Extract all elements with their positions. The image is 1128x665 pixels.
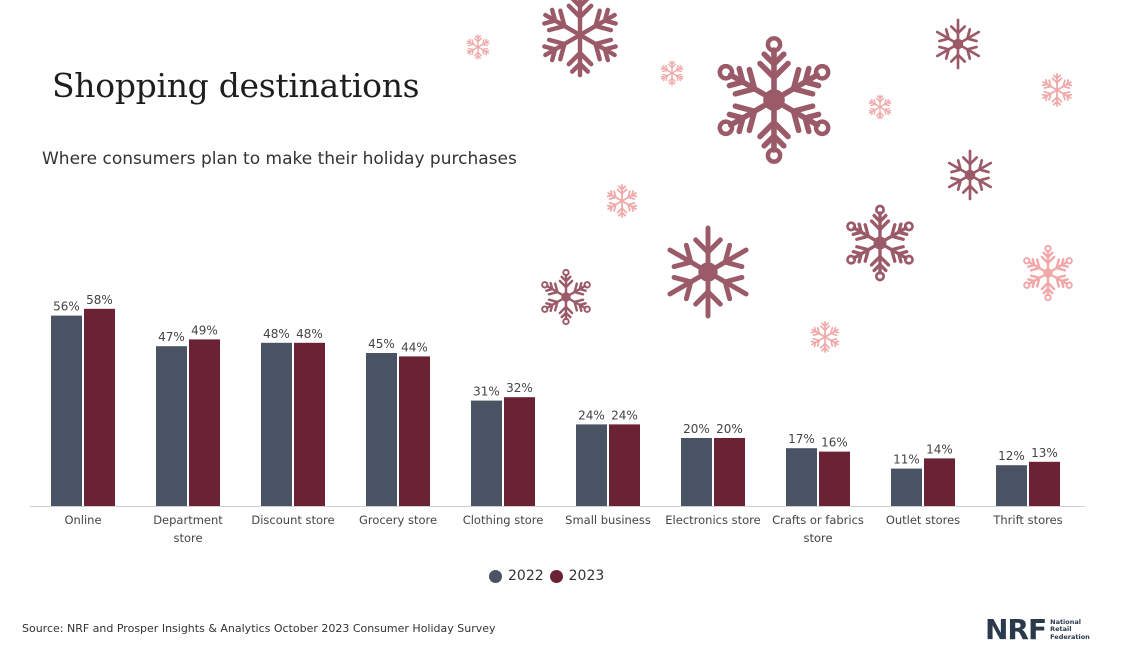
page-subtitle: Where consumers plan to make their holid… <box>42 149 517 169</box>
category-label: Online <box>64 513 101 527</box>
value-label-2022: 47% <box>158 330 185 344</box>
bar-2022 <box>366 353 397 506</box>
snowflake-icon <box>810 321 840 353</box>
value-label-2022: 56% <box>53 300 80 314</box>
value-label-2023: 48% <box>296 327 323 341</box>
snowflake-icon <box>667 225 749 319</box>
value-label-2023: 20% <box>716 422 743 436</box>
bar-2022 <box>891 468 922 506</box>
bar-2023 <box>1029 461 1060 506</box>
value-label-2022: 48% <box>263 327 290 341</box>
source-note: Source: NRF and Prosper Insights & Analy… <box>22 622 496 635</box>
value-label-2023: 16% <box>821 436 848 450</box>
snowflake-icon <box>541 268 591 326</box>
bar-2022 <box>996 465 1027 506</box>
bar-2022 <box>786 448 817 506</box>
value-label-2023: 32% <box>506 381 533 395</box>
chart-legend: 2022 2023 <box>489 568 604 584</box>
bar-2022 <box>471 400 502 506</box>
category-label: store <box>803 531 832 545</box>
legend-item-2023: 2023 <box>549 568 605 584</box>
snowflake-icon <box>717 36 831 164</box>
category-label: Small business <box>565 513 651 527</box>
snowflake-icon <box>606 184 638 218</box>
category-label: Discount store <box>251 513 334 527</box>
bar-2023 <box>84 308 115 506</box>
value-label-2023: 49% <box>191 323 218 337</box>
bar-2022 <box>156 346 187 506</box>
value-label-2022: 17% <box>788 432 815 446</box>
bar-2023 <box>924 458 955 506</box>
value-label-2022: 12% <box>998 449 1025 463</box>
value-label-2023: 44% <box>401 340 428 354</box>
bar-2022 <box>681 438 712 506</box>
legend-label-2023: 2023 <box>568 568 605 584</box>
bar-2023 <box>399 356 430 506</box>
snowflake-icon <box>660 60 684 86</box>
category-label: store <box>173 531 202 545</box>
legend-label-2022: 2022 <box>508 568 544 584</box>
bar-2022 <box>576 424 607 506</box>
value-label-2022: 45% <box>368 337 395 351</box>
bar-2023 <box>714 438 745 506</box>
value-label-2023: 14% <box>926 442 953 456</box>
snowflake-icon <box>1041 73 1073 107</box>
category-label: Crafts or fabrics <box>772 513 864 527</box>
category-label: Thrift stores <box>992 513 1062 527</box>
bar-2022 <box>51 315 82 506</box>
bar-2023 <box>294 342 325 506</box>
value-label-2022: 11% <box>893 453 920 467</box>
bar-2023 <box>189 339 220 506</box>
legend-dot-2023 <box>549 569 563 583</box>
value-label-2023: 24% <box>611 408 638 422</box>
legend-item-2022: 2022 <box>489 568 544 584</box>
snowflake-icon <box>1023 244 1073 302</box>
category-label: Grocery store <box>359 513 437 527</box>
category-label: Outlet stores <box>886 513 960 527</box>
snowflake-icon <box>846 204 914 282</box>
snowflake-icon <box>947 149 993 201</box>
nrf-logo-line1: National <box>1050 617 1081 626</box>
value-label-2023: 13% <box>1031 446 1058 460</box>
value-label-2022: 20% <box>683 422 710 436</box>
category-label: Department <box>153 513 223 527</box>
nrf-logo-line2: Retail <box>1050 625 1072 634</box>
page-title: Shopping destinations <box>52 66 420 105</box>
category-label: Clothing store <box>463 513 544 527</box>
snowflake-icon <box>542 0 618 78</box>
nrf-logo-mark: NRF <box>985 613 1047 646</box>
value-label-2022: 31% <box>473 385 500 399</box>
bar-2023 <box>504 397 535 506</box>
bar-2023 <box>819 451 850 506</box>
bar-2022 <box>261 342 292 506</box>
nrf-logo: NRF National Retail Federation <box>985 616 1090 644</box>
bar-2023 <box>609 424 640 506</box>
category-label: Electronics store <box>665 513 760 527</box>
snowflake-icon <box>935 18 981 70</box>
snowflake-icon <box>868 94 892 120</box>
legend-dot-2022 <box>489 569 502 583</box>
nrf-logo-line3: Federation <box>1050 632 1090 641</box>
snowflake-icon <box>466 34 490 60</box>
value-label-2023: 58% <box>86 293 113 307</box>
nrf-logo-text: National Retail Federation <box>1050 617 1090 641</box>
value-label-2022: 24% <box>578 408 605 422</box>
